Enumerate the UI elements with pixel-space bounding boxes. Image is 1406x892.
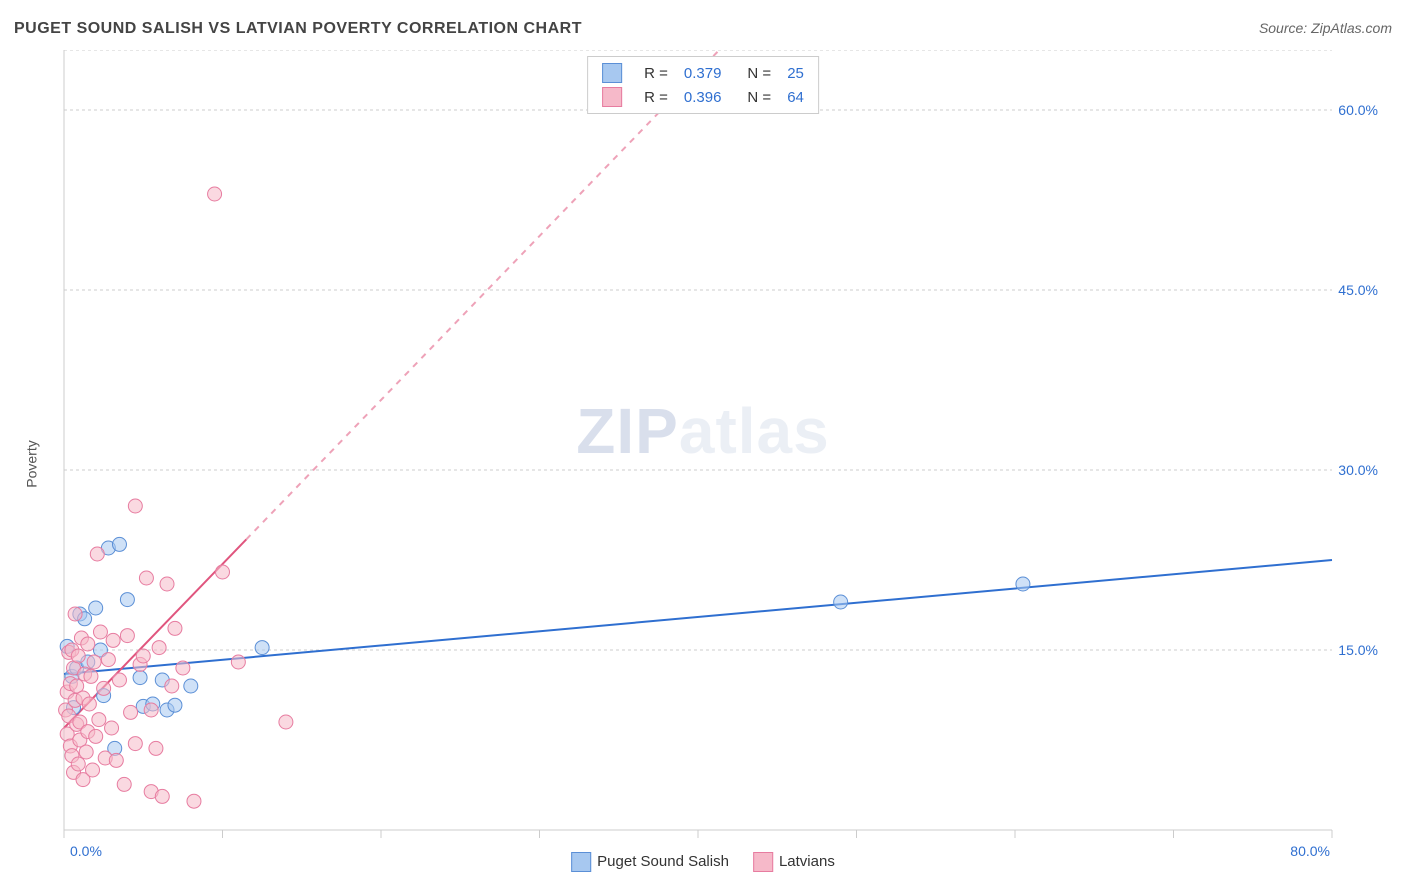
stats-row: R = 0.396 N = 64	[602, 85, 804, 109]
data-point	[144, 703, 158, 717]
data-point	[87, 655, 101, 669]
data-point	[124, 705, 138, 719]
data-point	[279, 715, 293, 729]
data-point	[117, 777, 131, 791]
data-point	[165, 679, 179, 693]
header: PUGET SOUND SALISH VS LATVIAN POVERTY CO…	[14, 20, 1392, 38]
legend-label: Puget Sound Salish	[597, 853, 729, 870]
chart-container: Poverty 15.0%30.0%45.0%60.0%0.0%80.0% ZI…	[14, 50, 1392, 878]
data-point	[120, 629, 134, 643]
stat-r-label: R =	[644, 65, 668, 82]
data-point	[128, 499, 142, 513]
data-point	[231, 655, 245, 669]
y-tick-label: 45.0%	[1338, 282, 1378, 298]
y-tick-label: 60.0%	[1338, 102, 1378, 118]
data-point	[109, 753, 123, 767]
data-point	[155, 789, 169, 803]
footer-legend: Puget Sound Salish Latvians	[571, 852, 835, 872]
legend-item: Latvians	[753, 852, 835, 872]
stat-r-value: 0.396	[684, 89, 722, 106]
y-tick-label: 15.0%	[1338, 642, 1378, 658]
data-point	[71, 649, 85, 663]
y-axis-label: Poverty	[24, 440, 40, 487]
stat-n-label: N =	[747, 65, 771, 82]
legend-item: Puget Sound Salish	[571, 852, 729, 872]
data-point	[128, 737, 142, 751]
legend-swatch	[571, 852, 591, 872]
scatter-plot: 15.0% 30.0% 45.0% 60.0% 0.0% 80.0%	[14, 50, 1392, 878]
data-point	[90, 547, 104, 561]
data-point	[136, 649, 150, 663]
data-point	[139, 571, 153, 585]
data-point	[68, 607, 82, 621]
data-point	[89, 601, 103, 615]
source-label: Source: ZipAtlas.com	[1259, 20, 1392, 36]
legend-label: Latvians	[779, 853, 835, 870]
data-point	[120, 593, 134, 607]
data-point	[97, 681, 111, 695]
data-point	[93, 625, 107, 639]
data-point	[81, 637, 95, 651]
data-point	[149, 741, 163, 755]
x-tick-label: 80.0%	[1290, 843, 1330, 859]
stat-n-label: N =	[747, 89, 771, 106]
data-point	[160, 577, 174, 591]
data-point	[1016, 577, 1030, 591]
data-point	[255, 641, 269, 655]
data-point	[168, 698, 182, 712]
stat-r-label: R =	[644, 89, 668, 106]
data-point	[105, 721, 119, 735]
data-point	[112, 673, 126, 687]
data-point	[176, 661, 190, 675]
data-point	[79, 745, 93, 759]
data-point	[86, 763, 100, 777]
legend-swatch	[602, 63, 622, 83]
data-point	[112, 537, 126, 551]
data-point	[106, 633, 120, 647]
data-point	[834, 595, 848, 609]
data-point	[216, 565, 230, 579]
data-point	[208, 187, 222, 201]
data-point	[89, 729, 103, 743]
y-tick-label: 30.0%	[1338, 462, 1378, 478]
stats-row: R = 0.379 N = 25	[602, 61, 804, 85]
data-point	[152, 641, 166, 655]
data-point	[82, 697, 96, 711]
stat-n-value: 25	[787, 65, 804, 82]
stat-n-value: 64	[787, 89, 804, 106]
data-point	[84, 669, 98, 683]
chart-title: PUGET SOUND SALISH VS LATVIAN POVERTY CO…	[14, 20, 582, 38]
x-tick-label: 0.0%	[70, 843, 102, 859]
data-point	[133, 671, 147, 685]
stat-r-value: 0.379	[684, 65, 722, 82]
data-point	[168, 621, 182, 635]
data-point	[92, 713, 106, 727]
data-point	[71, 757, 85, 771]
legend-swatch	[753, 852, 773, 872]
legend-swatch	[602, 87, 622, 107]
data-point	[101, 653, 115, 667]
stats-legend: R = 0.379 N = 25 R = 0.396 N = 64	[587, 56, 819, 114]
data-point	[184, 679, 198, 693]
data-point	[187, 794, 201, 808]
